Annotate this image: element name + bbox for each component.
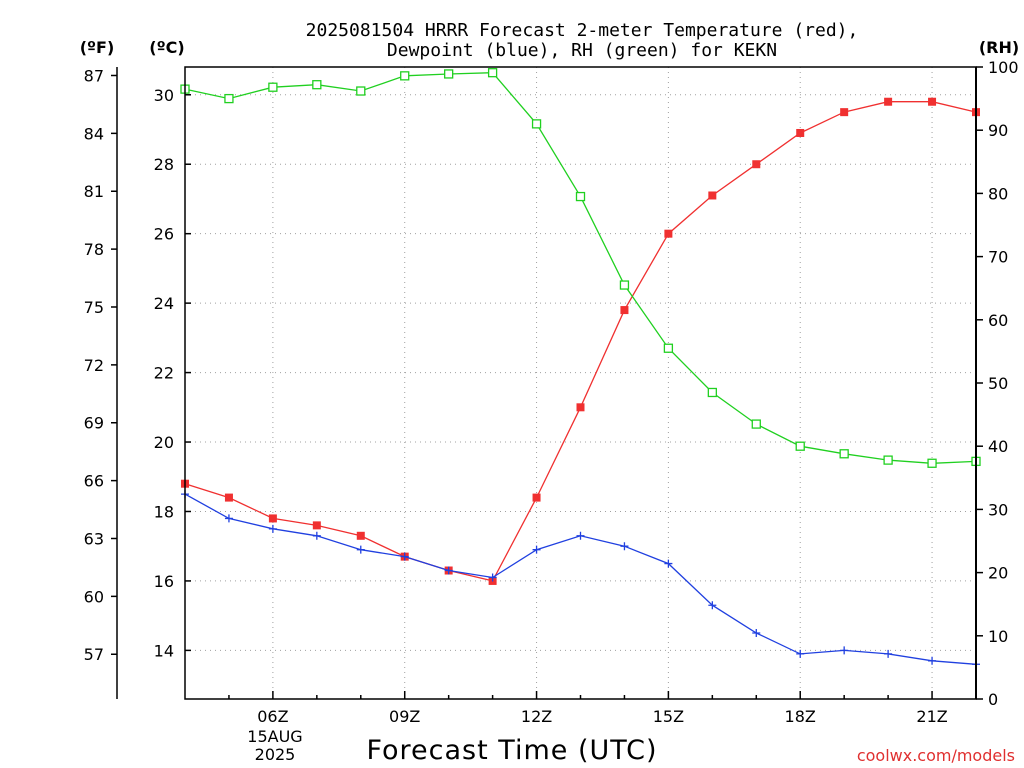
rh-tick-label: 60 — [988, 311, 1008, 330]
x-date-label-day: 15AUG — [247, 727, 302, 746]
rh-tick-label: 0 — [988, 690, 998, 709]
temperature-point — [224, 493, 233, 502]
grid-lines — [185, 67, 976, 699]
credit-text: coolwx.com/models — [857, 746, 1015, 765]
dewpoint-point — [312, 531, 321, 540]
rh-point — [487, 68, 498, 78]
rh-tick-label: 10 — [988, 627, 1008, 646]
celsius-tick-label: 20 — [154, 433, 174, 452]
dewpoint-point — [664, 559, 673, 568]
fahrenheit-tick-label: 84 — [84, 124, 104, 143]
rh-point — [839, 449, 849, 459]
dewpoint-point — [840, 646, 849, 655]
fahrenheit-tick-label: 60 — [84, 587, 104, 606]
temperature-point — [312, 521, 321, 530]
rh-tick-label: 70 — [988, 248, 1008, 267]
celsius-tick-label: 18 — [154, 502, 174, 521]
dewpoint-point — [620, 542, 629, 551]
temperature-point — [664, 229, 673, 238]
celsius-tick-label: 24 — [154, 294, 174, 313]
x-tick-label: 06Z — [257, 707, 288, 726]
fahrenheit-tick-label: 78 — [84, 240, 104, 259]
dewpoint-point — [224, 514, 233, 523]
celsius-tick-label: 26 — [154, 225, 174, 244]
rh-point — [531, 119, 542, 129]
rh-tick-label: 30 — [988, 500, 1008, 519]
rh-point — [927, 458, 937, 468]
x-tick-label: 21Z — [916, 707, 947, 726]
celsius-tick-label: 30 — [154, 86, 174, 105]
fahrenheit-tick-label: 72 — [84, 356, 104, 375]
rh-point — [356, 86, 366, 96]
rh-point — [268, 82, 278, 92]
rh-point — [795, 441, 805, 451]
fahrenheit-tick-label: 66 — [84, 472, 104, 491]
dewpoint-point — [796, 649, 805, 658]
x-axis-title: Forecast Time (UTC) — [366, 735, 657, 766]
temperature-point — [928, 97, 937, 106]
rh-point — [663, 343, 674, 353]
rh-point — [224, 93, 234, 104]
x-date-label-year: 2025 — [255, 745, 296, 764]
dewpoint-point — [400, 552, 409, 561]
rh-point — [751, 419, 761, 429]
fahrenheit-tick-label: 75 — [84, 298, 104, 317]
rh-point — [312, 80, 322, 90]
temperature-point — [796, 128, 805, 137]
celsius-unit-label: (ºC) — [149, 38, 184, 57]
axis-ticks: 57 60 63 66 69 72 75 78 81 84 87 14 16 18 20 22 24 26 28 30… — [84, 58, 1019, 726]
dewpoint-point — [752, 629, 761, 638]
temperature-point — [620, 306, 629, 315]
dewpoint-point — [708, 601, 717, 610]
rh-tick-label: 50 — [988, 374, 1008, 393]
dewpoint-point — [532, 545, 541, 554]
rh-tick-label: 80 — [988, 184, 1008, 203]
rh-tick-label: 40 — [988, 437, 1008, 456]
rh-unit-label: (RH) — [979, 38, 1019, 57]
temperature-point — [356, 531, 365, 540]
temperature-point — [532, 493, 541, 502]
rh-point — [400, 71, 410, 81]
fahrenheit-unit-label: (ºF) — [80, 38, 115, 57]
fahrenheit-tick-label: 69 — [84, 414, 104, 433]
temperature-point — [576, 403, 585, 412]
rh-tick-label: 20 — [988, 564, 1008, 583]
chart-title-line2: Dewpoint (blue), RH (green) for KEKN — [387, 40, 777, 61]
celsius-tick-label: 16 — [154, 572, 174, 591]
rh-point — [707, 387, 717, 398]
rh-point — [883, 455, 893, 465]
fahrenheit-tick-label: 57 — [84, 645, 104, 664]
fahrenheit-tick-label: 81 — [84, 182, 104, 201]
dewpoint-point — [444, 566, 453, 575]
fahrenheit-tick-label: 63 — [84, 529, 104, 548]
temperature-point — [708, 191, 717, 200]
chart-title-line1: 2025081504 HRRR Forecast 2-meter Tempera… — [306, 20, 859, 41]
dewpoint-point — [268, 524, 277, 533]
temperature-point — [884, 97, 893, 106]
rh-point — [619, 280, 630, 290]
x-tick-label: 18Z — [785, 707, 816, 726]
temperature-point — [268, 514, 277, 523]
dewpoint-point — [356, 545, 365, 554]
celsius-tick-label: 14 — [154, 641, 174, 660]
rh-point — [444, 69, 454, 79]
dewpoint-point — [928, 656, 937, 665]
dewpoint-point — [576, 531, 585, 540]
rh-tick-label: 100 — [988, 58, 1019, 77]
celsius-tick-label: 28 — [154, 155, 174, 174]
fahrenheit-tick-label: 87 — [84, 66, 104, 85]
x-tick-label: 09Z — [389, 707, 420, 726]
x-tick-label: 15Z — [653, 707, 684, 726]
x-tick-label: 12Z — [521, 707, 552, 726]
dewpoint-point — [884, 649, 893, 658]
temperature-point — [752, 160, 761, 169]
dewpoint-point — [488, 573, 497, 582]
temperature-point — [840, 108, 849, 117]
rh-tick-label: 90 — [988, 121, 1008, 140]
rh-point — [575, 191, 586, 202]
celsius-tick-label: 22 — [154, 364, 174, 383]
